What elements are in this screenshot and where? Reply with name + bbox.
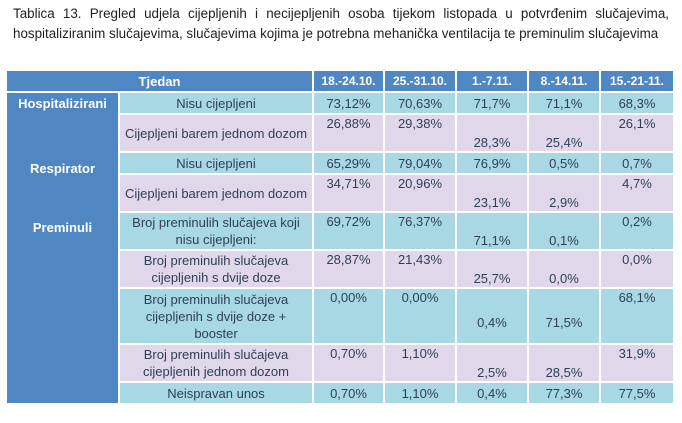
cell-value: 28,3% — [455, 113, 529, 153]
cell-value: 0,0% — [599, 249, 675, 289]
cell-value: 79,04% — [383, 151, 457, 175]
cell-value: 71,7% — [455, 91, 529, 115]
cell-value: 0,4% — [455, 381, 529, 405]
table-row: Broj preminulih slučajeva koji nisu cije… — [6, 211, 675, 251]
header-week: 15.-21-11. — [599, 69, 675, 93]
cell-value: 65,29% — [312, 151, 385, 175]
cell-value: 1,10% — [383, 381, 457, 405]
cell-value: 0,70% — [312, 343, 385, 383]
cell-value: 0,4% — [455, 287, 529, 345]
cell-value: 25,7% — [455, 249, 529, 289]
table-row: Broj preminulih slučajeva cijepljenih s … — [6, 287, 675, 345]
row-label: Broj preminulih slučajeva koji nisu cije… — [118, 211, 314, 251]
row-label: Broj preminulih slučajeva cijepljenih s … — [118, 249, 314, 289]
cell-value: 0,00% — [383, 287, 457, 345]
header-week: 1.-7.11. — [455, 69, 529, 93]
table-row: Hospitalizirani Respirator Preminuli Nis… — [5, 91, 675, 405]
group-respirator: Respirator — [29, 161, 96, 176]
row-label: Nisu cijepljeni — [118, 151, 314, 175]
cell-value: 0,0% — [527, 249, 601, 289]
header-week: 18.-24.10. — [312, 69, 385, 93]
cell-value: 69,72% — [312, 211, 385, 251]
cell-value: 68,1% — [599, 287, 675, 345]
table-row: Neispravan unos 0,70% 1,10% 0,4% 77,3% 7… — [6, 381, 675, 405]
cell-value: 26,88% — [312, 113, 385, 153]
cell-value: 70,63% — [383, 91, 457, 115]
cell-value: 0,00% — [312, 287, 385, 345]
cell-value: 0,7% — [599, 151, 675, 175]
cell-value: 2,5% — [455, 343, 529, 383]
cell-value: 28,5% — [527, 343, 601, 383]
row-label: Cijepljeni barem jednom dozom — [118, 173, 314, 213]
row-label: Broj preminulih slučajeva cijepljenih je… — [118, 343, 314, 383]
cell-value: 25,4% — [527, 113, 601, 153]
cell-value: 77,3% — [527, 381, 601, 405]
cell-value: 28,87% — [312, 249, 385, 289]
cell-value: 76,9% — [455, 151, 529, 175]
table-row: Broj preminulih slučajeva cijepljenih s … — [6, 249, 675, 289]
group-labels: Hospitalizirani Respirator Preminuli — [5, 91, 120, 405]
row-label: Broj preminulih slučajeva cijepljenih s … — [118, 287, 314, 345]
cell-value: 23,1% — [455, 173, 529, 213]
header-tjedan: Tjedan — [5, 69, 314, 93]
cell-value: 29,38% — [383, 113, 457, 153]
cell-value: 2,9% — [527, 173, 601, 213]
row-label: Nisu cijepljeni — [118, 91, 314, 115]
cell-value: 76,37% — [383, 211, 457, 251]
header-row: Tjedan 18.-24.10. 25.-31.10. 1.-7.11. 8.… — [5, 69, 675, 93]
vaccination-table: Tjedan 18.-24.10. 25.-31.10. 1.-7.11. 8.… — [5, 69, 675, 405]
table-row: Cijepljeni barem jednom dozom 26,88% 29,… — [6, 113, 675, 153]
cell-value: 4,7% — [599, 173, 675, 213]
table-caption: Tablica 13. Pregled udjela cijepljenih i… — [13, 6, 669, 41]
row-label: Neispravan unos — [118, 381, 314, 405]
cell-value: 71,1% — [527, 91, 601, 115]
cell-value: 31,9% — [599, 343, 675, 383]
cell-value: 77,5% — [599, 381, 675, 405]
cell-value: 68,3% — [599, 91, 675, 115]
cell-value: 0,2% — [599, 211, 675, 251]
cell-value: 0,1% — [527, 211, 601, 251]
header-week: 25.-31.10. — [383, 69, 457, 93]
group-preminuli: Preminuli — [32, 220, 93, 235]
table-row: Broj preminulih slučajeva cijepljenih je… — [6, 343, 675, 383]
cell-value: 20,96% — [383, 173, 457, 213]
group-hospitalizirani: Hospitalizirani — [18, 96, 107, 111]
cell-value: 73,12% — [312, 91, 385, 115]
cell-value: 0,70% — [312, 381, 385, 405]
cell-value: 21,43% — [383, 249, 457, 289]
header-week: 8.-14.11. — [527, 69, 601, 93]
cell-value: 71,5% — [527, 287, 601, 345]
cell-value: 1,10% — [383, 343, 457, 383]
cell-value: 34,71% — [312, 173, 385, 213]
cell-value: 26,1% — [599, 113, 675, 153]
cell-value: 71,1% — [455, 211, 529, 251]
cell-value: 0,5% — [527, 151, 601, 175]
row-label: Cijepljeni barem jednom dozom — [118, 113, 314, 153]
table-row: Cijepljeni barem jednom dozom 34,71% 20,… — [6, 173, 675, 213]
table-row: Nisu cijepljeni 65,29% 79,04% 76,9% 0,5%… — [6, 151, 675, 175]
